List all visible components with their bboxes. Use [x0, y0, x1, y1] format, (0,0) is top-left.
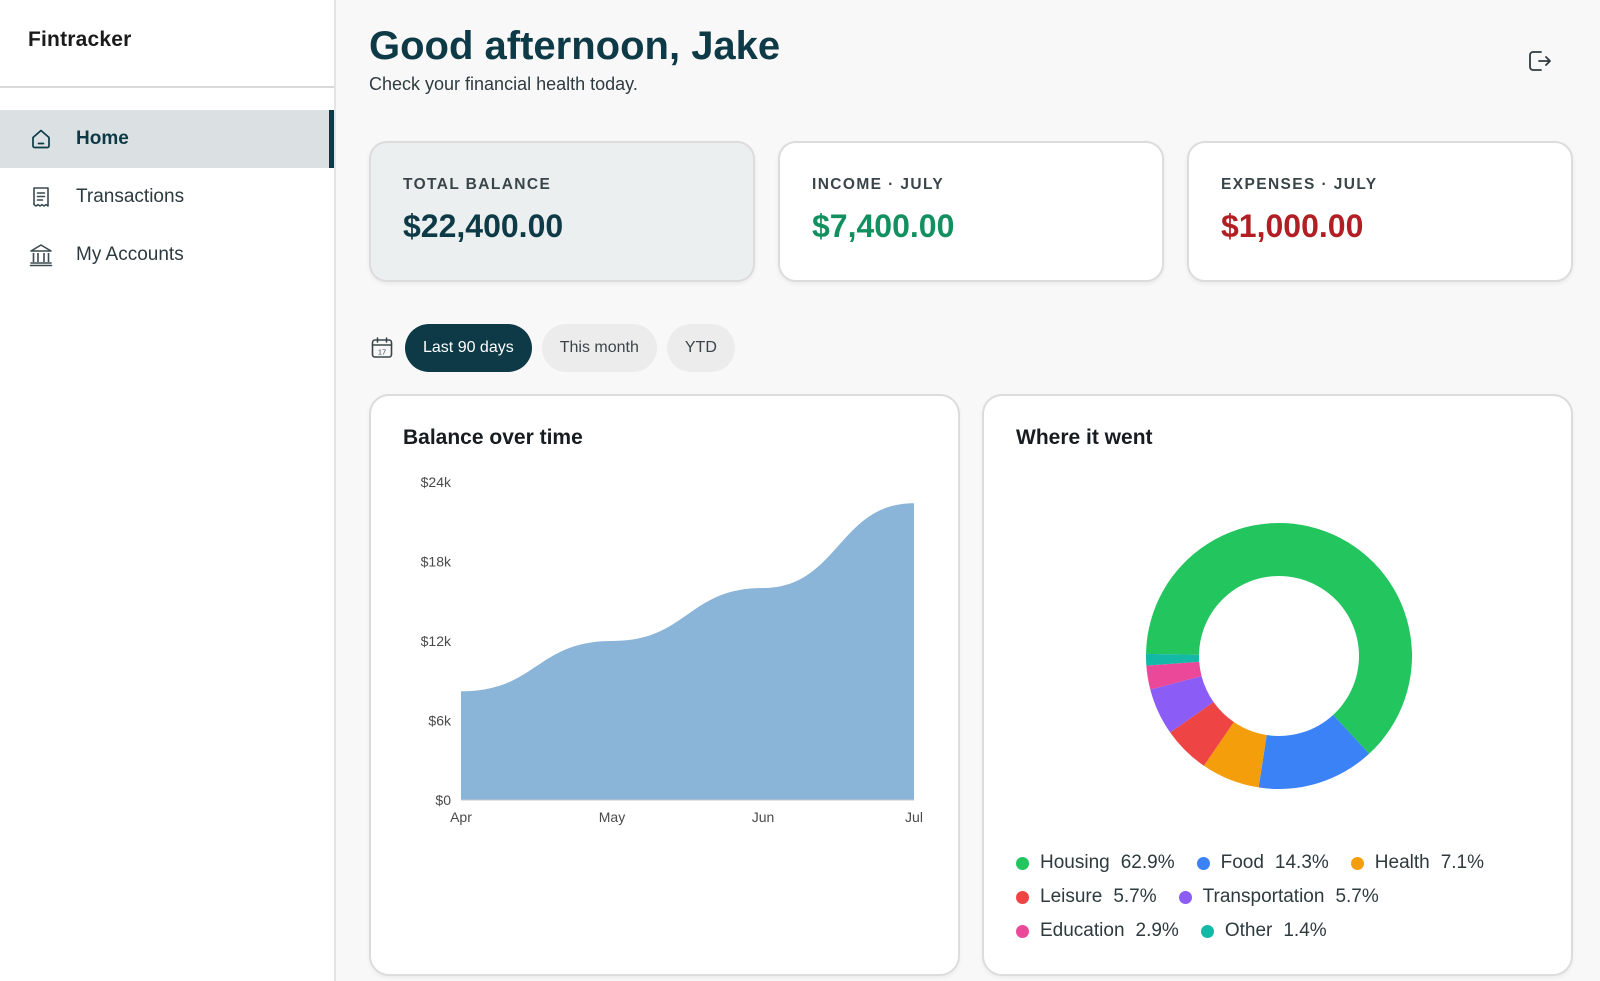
legend-label: Food — [1220, 852, 1264, 873]
sidebar-item-label: My Accounts — [76, 244, 184, 265]
y-tick-label: $6k — [428, 713, 452, 729]
legend-item-education: Education 2.9% — [1016, 920, 1179, 942]
where-it-went-panel: Where it went Housing 62.9% Food 14.3% Healt… — [982, 394, 1573, 976]
sidebar: Fintracker Home Transactions — [0, 0, 336, 981]
svg-text:17: 17 — [378, 348, 386, 357]
donut-slice-housing[interactable] — [1146, 523, 1412, 754]
legend-label: Transportation — [1202, 886, 1325, 907]
page-title: Good afternoon, Jake — [369, 24, 781, 68]
legend-item-transportation: Transportation 5.7% — [1178, 886, 1379, 908]
donut-slice-leisure[interactable] — [1170, 702, 1234, 766]
sidebar-item-label: Transactions — [76, 186, 185, 207]
spending-donut-chart — [1146, 523, 1412, 789]
legend-percent: 62.9% — [1120, 852, 1175, 873]
legend-label: Education — [1040, 920, 1125, 941]
legend-dot — [1016, 856, 1029, 870]
legend-dot — [1200, 924, 1214, 938]
app-brand: Fintracker — [0, 0, 334, 88]
stat-label: EXPENSES · JULY — [1221, 176, 1378, 193]
chart-legend: Housing 62.9% Food 14.3% Health 7.1% Leisure 5.… — [1016, 846, 1556, 948]
filter-ytd[interactable]: YTD — [666, 324, 735, 372]
legend-percent: 2.9% — [1135, 920, 1179, 941]
panel-title: Where it went — [1016, 426, 1153, 449]
filter-last-90-days[interactable]: Last 90 days — [405, 324, 532, 372]
income-card: INCOME · JULY $7,400.00 — [778, 141, 1164, 282]
donut-slice-education[interactable] — [1146, 661, 1202, 690]
donut-slice-food[interactable] — [1258, 714, 1370, 789]
total-balance-card: TOTAL BALANCE $22,400.00 — [369, 141, 755, 282]
balance-area — [461, 503, 914, 800]
y-tick-label: $12k — [421, 633, 452, 649]
filter-this-month[interactable]: This month — [541, 324, 657, 372]
main-content: Good afternoon, Jake Check your financia… — [336, 0, 1600, 981]
bank-icon — [28, 242, 54, 268]
balance-area-chart: $0 $6k $12k $18k $24k Apr May Jun Jul — [421, 474, 923, 825]
stat-label: TOTAL BALANCE — [403, 176, 552, 193]
stat-label: INCOME · JULY — [812, 176, 945, 193]
sidebar-nav: Home Transactions My Accounts — [0, 110, 334, 284]
calendar-icon[interactable]: 17 — [369, 335, 395, 361]
home-icon — [28, 126, 54, 152]
legend-item-housing: Housing 62.9% — [1016, 852, 1175, 874]
legend-percent: 5.7% — [1335, 886, 1379, 907]
legend-label: Other — [1224, 920, 1273, 941]
stat-value: $7,400.00 — [812, 208, 955, 244]
legend-percent: 1.4% — [1283, 920, 1327, 941]
legend-percent: 14.3% — [1274, 852, 1329, 873]
y-tick-label: $0 — [435, 792, 451, 808]
legend-item-health: Health 7.1% — [1350, 852, 1485, 874]
donut-slice-transportation[interactable] — [1150, 676, 1214, 733]
stat-value: $1,000.00 — [1221, 208, 1364, 244]
stat-value: $22,400.00 — [403, 208, 564, 244]
sidebar-item-my-accounts[interactable]: My Accounts — [0, 226, 334, 284]
legend-row: Housing 62.9% Food 14.3% Health 7.1% — [1016, 846, 1556, 880]
x-tick-label: Jun — [752, 809, 775, 825]
y-tick-label: $24k — [421, 474, 452, 490]
legend-row: Education 2.9% Other 1.4% — [1016, 914, 1556, 948]
x-tick-label: Apr — [450, 809, 472, 825]
legend-item-food: Food 14.3% — [1196, 852, 1329, 874]
sidebar-item-home[interactable]: Home — [0, 110, 334, 168]
legend-dot — [1016, 890, 1029, 904]
legend-label: Health — [1374, 852, 1430, 873]
donut-slice-other[interactable] — [1146, 653, 1200, 666]
sidebar-item-transactions[interactable]: Transactions — [0, 168, 334, 226]
logout-icon[interactable] — [1524, 46, 1554, 76]
page-subtitle: Check your financial health today. — [369, 74, 638, 94]
legend-row: Leisure 5.7% Transportation 5.7% — [1016, 880, 1556, 914]
balance-over-time-panel: Balance over time $0 $6k $12k $18k $24k Apr Ma… — [369, 394, 960, 976]
legend-item-leisure: Leisure 5.7% — [1016, 886, 1157, 908]
donut-slice-health[interactable] — [1203, 722, 1267, 788]
legend-percent: 5.7% — [1113, 886, 1157, 907]
legend-label: Leisure — [1040, 886, 1103, 907]
legend-label: Housing — [1040, 852, 1110, 873]
legend-dot — [1196, 856, 1210, 870]
x-tick-label: Jul — [905, 809, 923, 825]
sidebar-item-label: Home — [76, 128, 129, 149]
date-range-filter: 17 Last 90 days This month YTD — [369, 324, 745, 372]
legend-dot — [1178, 890, 1192, 904]
legend-percent: 7.1% — [1440, 852, 1485, 873]
expenses-card: EXPENSES · JULY $1,000.00 — [1187, 141, 1573, 282]
legend-dot — [1350, 856, 1364, 870]
y-tick-label: $18k — [421, 554, 452, 570]
legend-item-other: Other 1.4% — [1200, 920, 1327, 942]
receipt-icon — [28, 184, 54, 210]
panel-title: Balance over time — [403, 426, 583, 449]
legend-dot — [1016, 924, 1029, 938]
x-tick-label: May — [599, 809, 625, 825]
